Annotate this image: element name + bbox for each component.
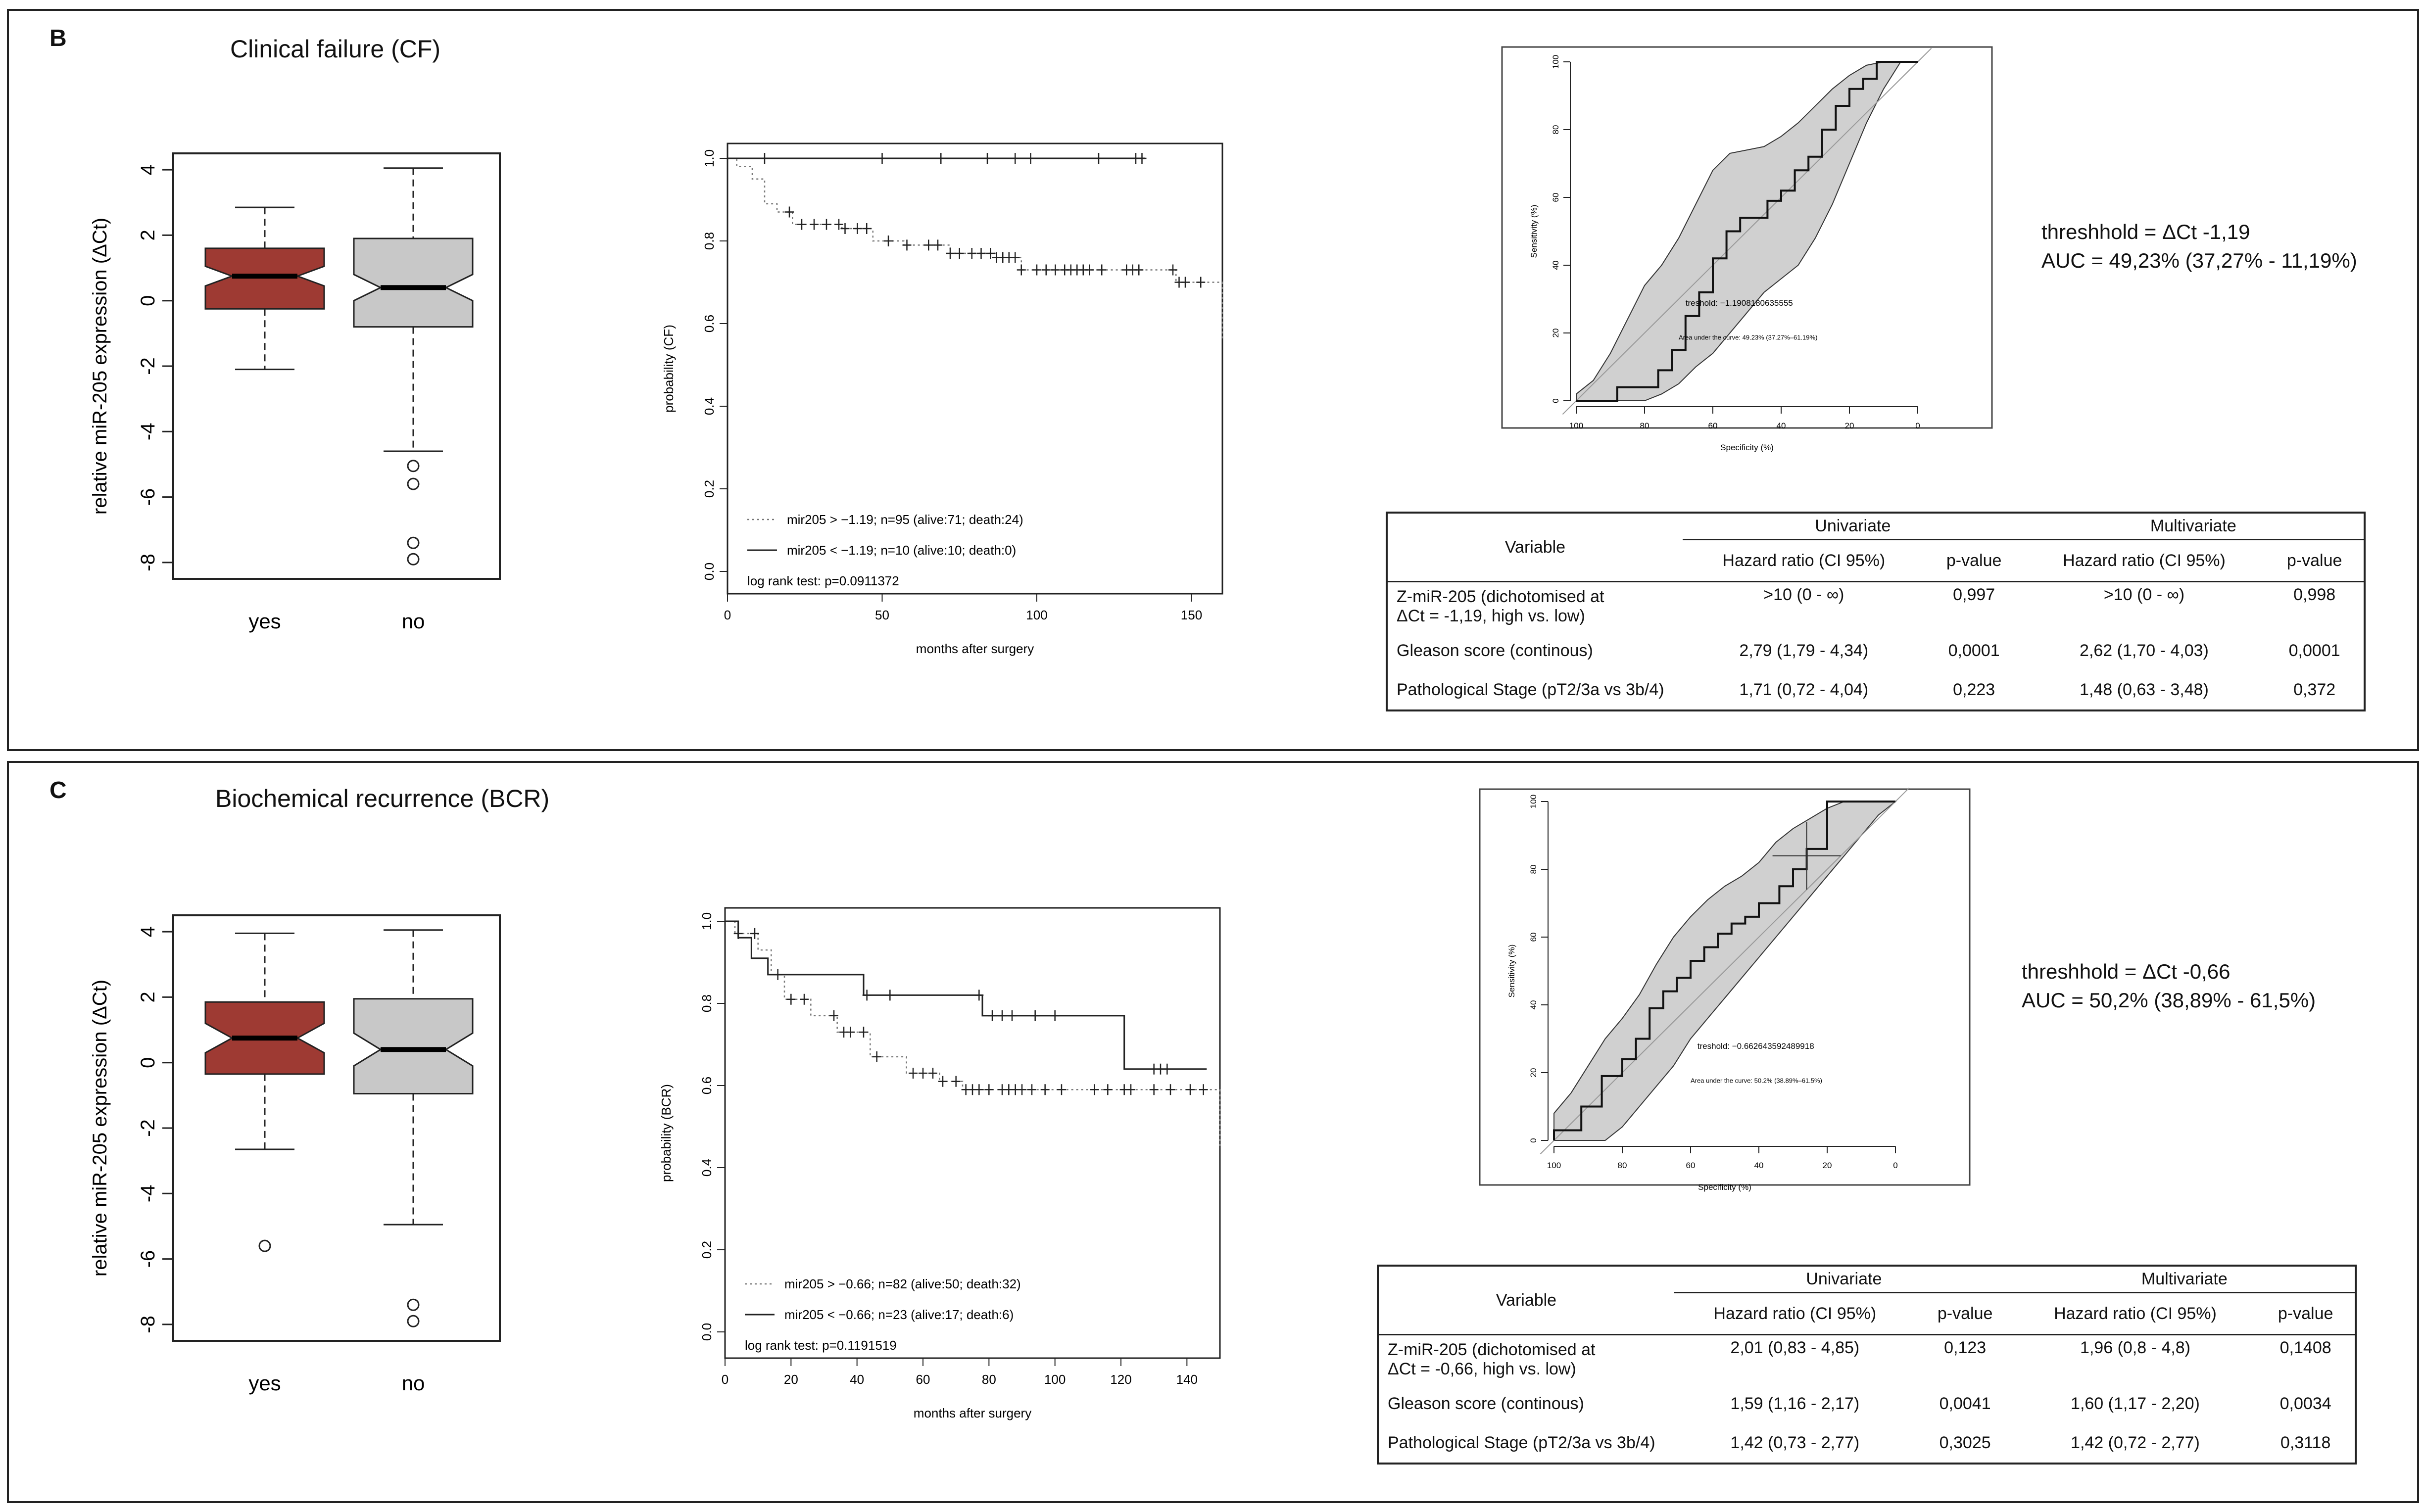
c-r1-up: 0,0041 <box>1939 1394 1991 1413</box>
b-mhr-header: Hazard ratio (CI 95%) <box>2023 539 2266 582</box>
c-variable-header: Variable <box>1378 1266 1674 1335</box>
b-r2-var: Pathological Stage (pT2/3a vs 3b/4) <box>1397 680 1664 699</box>
c-threshold-text: threshhold = ΔCt -0,66 AUC = 50,2% (38,8… <box>2022 957 2316 1015</box>
c-cox-table: Variable Univariate Multivariate Hazard … <box>1377 1265 2357 1465</box>
c-r1-var: Gleason score (continous) <box>1388 1394 1584 1413</box>
panel-c-title: Biochemical recurrence (BCR) <box>215 785 550 812</box>
c-r2-mhr: 1,42 (0,72 - 2,77) <box>2071 1433 2200 1452</box>
table-row: Z-miR-205 (dichotomised at ΔCt = -0,66, h… <box>1378 1335 2356 1384</box>
c-r0-up: 0,123 <box>1944 1338 1987 1357</box>
b-multivariate-header: Multivariate <box>2023 513 2365 540</box>
table-row: Z-miR-205 (dichotomised at ΔCt = -1,19, h… <box>1387 582 2365 631</box>
b-r0-uhr: >10 (0 - ∞) <box>1763 585 1844 604</box>
b-r2-uhr: 1,71 (0,72 - 4,04) <box>1739 680 1869 699</box>
b-threshold: threshhold = ΔCt -1,19 <box>2041 220 2250 243</box>
c-uhr-header: Hazard ratio (CI 95%) <box>1674 1292 1916 1335</box>
c-r0-mhr: 1,96 (0,8 - 4,8) <box>2080 1338 2190 1357</box>
b-up-header: p-value <box>1925 539 2023 582</box>
panel-b-title: Clinical failure (CF) <box>230 35 441 63</box>
b-r1-mhr: 2,62 (1,70 - 4,03) <box>2080 641 2209 660</box>
c-univariate-header: Univariate <box>1674 1266 2014 1293</box>
c-auc: AUC = 50,2% (38,89% - 61,5%) <box>2022 989 2316 1012</box>
c-r2-uhr: 1,42 (0,73 - 2,77) <box>1730 1433 1860 1452</box>
c-r0-var1: Z-miR-205 (dichotomised at <box>1388 1340 1596 1360</box>
b-r0-up: 0,997 <box>1953 585 1995 604</box>
table-row: Pathological Stage (pT2/3a vs 3b/4) 1,42… <box>1378 1424 2356 1464</box>
b-r1-mp: 0,0001 <box>2288 641 2340 660</box>
b-uhr-header: Hazard ratio (CI 95%) <box>1683 539 1925 582</box>
c-r2-up: 0,3025 <box>1939 1433 1991 1452</box>
b-auc: AUC = 49,23% (37,27% - 11,19%) <box>2041 249 2357 272</box>
c-mhr-header: Hazard ratio (CI 95%) <box>2014 1292 2257 1335</box>
c-r0-var2: ΔCt = -0,66, high vs. low) <box>1388 1360 1576 1379</box>
panel-c-letter: C <box>49 777 67 803</box>
c-r0-uhr: 2,01 (0,83 - 4,85) <box>1730 1338 1860 1357</box>
panel-c <box>7 761 2419 1503</box>
c-r2-var: Pathological Stage (pT2/3a vs 3b/4) <box>1388 1433 1655 1452</box>
b-r1-up: 0,0001 <box>1948 641 2000 660</box>
panel-b-letter: B <box>49 25 67 51</box>
panel-b <box>7 9 2419 751</box>
b-r2-mhr: 1,48 (0,63 - 3,48) <box>2080 680 2209 699</box>
b-r0-mhr: >10 (0 - ∞) <box>2103 585 2185 604</box>
b-r2-mp: 0,372 <box>2293 680 2336 699</box>
c-r2-mp: 0,3118 <box>2280 1433 2331 1452</box>
b-cox-table: Variable Univariate Multivariate Hazard … <box>1386 512 2366 711</box>
c-r1-mhr: 1,60 (1,17 - 2,20) <box>2071 1394 2200 1413</box>
b-r2-up: 0,223 <box>1953 680 1995 699</box>
b-mp-header: p-value <box>2265 539 2365 582</box>
b-r1-uhr: 2,79 (1,79 - 4,34) <box>1739 641 1869 660</box>
table-row: Pathological Stage (pT2/3a vs 3b/4) 1,71… <box>1387 671 2365 710</box>
c-r1-uhr: 1,59 (1,16 - 2,17) <box>1730 1394 1860 1413</box>
c-up-header: p-value <box>1916 1292 2014 1335</box>
table-row: Gleason score (continous) 2,79 (1,79 - 4… <box>1387 631 2365 671</box>
table-row: Gleason score (continous) 1,59 (1,16 - 2… <box>1378 1384 2356 1424</box>
b-r0-var1: Z-miR-205 (dichotomised at <box>1397 587 1604 607</box>
c-r0-mp: 0,1408 <box>2280 1338 2331 1357</box>
b-variable-header: Variable <box>1387 513 1683 582</box>
b-r0-var2: ΔCt = -1,19, high vs. low) <box>1397 607 1585 626</box>
c-r1-mp: 0,0034 <box>2280 1394 2331 1413</box>
b-r1-var: Gleason score (continous) <box>1397 641 1593 660</box>
c-mp-header: p-value <box>2256 1292 2356 1335</box>
b-univariate-header: Univariate <box>1683 513 2023 540</box>
b-threshold-text: threshhold = ΔCt -1,19 AUC = 49,23% (37,… <box>2041 218 2357 275</box>
c-multivariate-header: Multivariate <box>2014 1266 2356 1293</box>
b-r0-mp: 0,998 <box>2293 585 2336 604</box>
c-threshold: threshhold = ΔCt -0,66 <box>2022 960 2231 983</box>
